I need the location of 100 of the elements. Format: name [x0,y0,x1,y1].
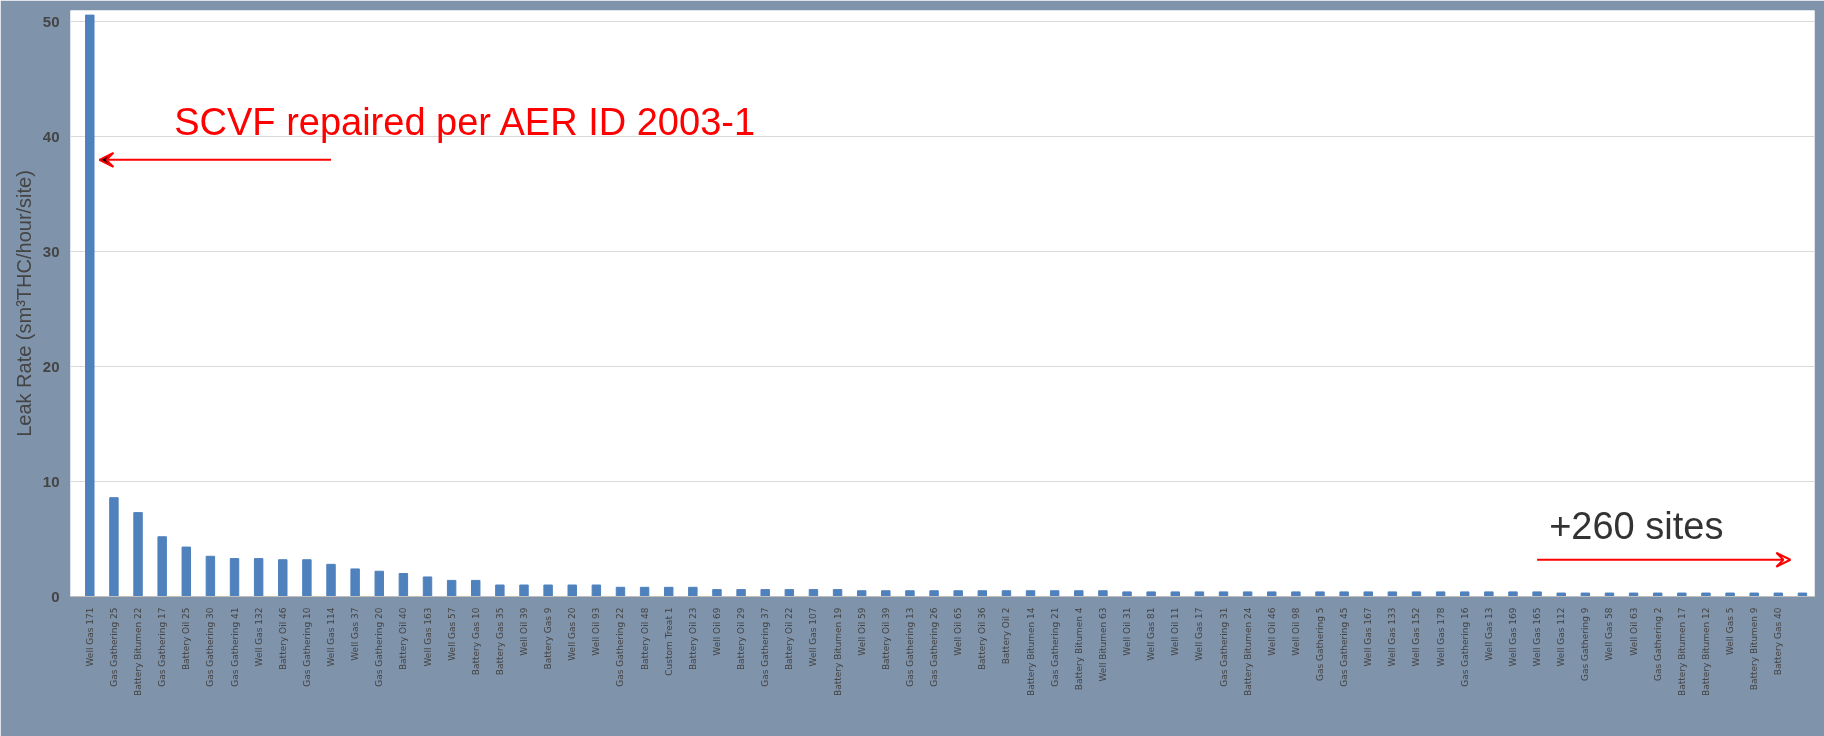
x-tick-label: Gas Gathering 13 [904,607,915,687]
bar [905,590,915,597]
x-tick-label: Well Gas 112 [1556,607,1567,667]
bar [302,559,312,597]
bar [591,584,602,597]
x-tick-label: Well Oil 65 [953,607,964,656]
bar [688,586,698,597]
x-tick-label: Gas Gathering 17 [157,607,168,687]
x-tick-label: Gas Gathering 20 [374,607,385,687]
x-tick-label: Battery Gas 35 [494,607,505,676]
x-tick-label: Well Gas 167 [1363,607,1374,667]
x-tick-label: Battery Bitumen 14 [1025,607,1036,696]
x-tick-label: Battery Oil 29 [736,607,747,671]
x-tick-label: Battery Oil 46 [277,607,288,671]
y-tick-label: 50 [42,12,60,30]
x-tick-label: Gas Gathering 21 [1049,607,1060,687]
bar [1315,591,1325,597]
bar [1267,591,1277,597]
x-tick-label: Battery Bitumen 4 [1073,607,1084,691]
bar [1652,592,1663,597]
bar [881,590,891,597]
x-tick-label: Well Oil 98 [1290,607,1301,656]
bar [446,579,457,597]
x-tick-label: Well Gas 132 [253,607,264,667]
bar [712,589,722,597]
bar [1701,592,1711,597]
x-tick-label: Well Gas 107 [808,607,819,667]
bar [495,584,505,597]
x-tick-label: Battery Gas 10 [470,607,481,676]
bar [1387,591,1398,597]
x-tick-label: Battery Bitumen 22 [133,607,144,696]
x-tick-label: Well Gas 165 [1532,607,1543,667]
bar [1604,592,1615,597]
bar [133,512,143,597]
x-tick-label: Gas Gathering 9 [1580,607,1591,681]
bar [1532,591,1542,597]
bar [1628,592,1639,597]
x-tick-label: Gas Gathering 30 [205,607,216,687]
bar [664,586,674,597]
bar [1218,591,1229,597]
bar [808,589,819,597]
x-tick-label: Well Oil 39 [518,607,529,656]
x-tick-label: Well Gas 57 [446,607,457,661]
bar [1001,590,1012,597]
bar [1194,591,1205,597]
bar [1098,590,1108,597]
x-tick-label: Well Gas 13 [1483,607,1494,661]
bar [567,584,577,597]
x-tick-label: Battery Oil 2 [1001,607,1012,665]
bar [205,555,216,597]
bar [422,576,433,597]
x-tick-label: Well Gas 114 [326,607,337,667]
bar [1773,592,1784,597]
x-tick-label: Well Gas 58 [1604,607,1615,661]
bar [1339,591,1349,597]
bar [1580,592,1591,597]
x-tick-label: Well Gas 81 [1146,607,1157,661]
x-tick-label: Well Oil 11 [1170,607,1181,656]
x-tick-label: Well Gas 152 [1411,607,1422,667]
x-tick-label: Gas Gathering 45 [1339,607,1350,687]
bar [1797,592,1808,597]
y-tick-label: 0 [51,587,60,605]
x-tick-label: Well Gas 169 [1507,607,1518,667]
bar [832,589,843,597]
bar [1122,591,1132,597]
x-tick-label: Well Oil 63 [1628,607,1639,656]
x-tick-label: Gas Gathering 26 [929,607,940,687]
bar [736,589,746,597]
bar [1435,591,1446,597]
y-tick-label: 20 [42,357,60,375]
x-tick-label: Battery Oil 36 [977,607,988,671]
bar [181,546,192,597]
x-tick-label: Battery Bitumen 19 [832,607,843,696]
bar [1556,592,1566,597]
bar [760,589,770,597]
x-tick-label: Gas Gathering 31 [1218,607,1229,687]
x-tick-label: Well Gas 171 [84,607,95,667]
bar [157,536,167,597]
bar [1484,591,1494,597]
x-tick-label: Well Gas 163 [422,607,433,667]
x-tick-label: Gas Gathering 37 [760,607,771,687]
bar [1291,591,1301,597]
x-tick-label: Battery Gas 40 [1773,607,1784,676]
x-tick-label: Gas Gathering 22 [615,607,626,687]
bar [953,590,963,597]
x-tick-label: Custom Treat 1 [663,607,674,676]
annotation: +260 sites [1549,505,1724,548]
x-tick-label: Well Gas 178 [1435,607,1446,667]
x-tick-label: Gas Gathering 16 [1459,607,1470,687]
y-tick-label: 30 [42,242,60,260]
x-tick-label: Well Oil 46 [1266,607,1277,656]
x-tick-label: Gas Gathering 2 [1652,607,1663,681]
bar [977,590,988,597]
x-tick-label: Battery Bitumen 17 [1676,607,1687,696]
bar [543,584,553,597]
bar [85,14,95,597]
x-tick-label: Well Gas 20 [567,607,578,661]
bar [1170,591,1180,597]
bar [471,579,481,597]
bar [253,558,264,597]
